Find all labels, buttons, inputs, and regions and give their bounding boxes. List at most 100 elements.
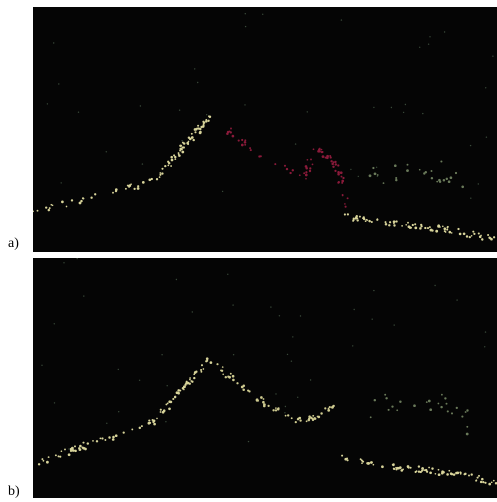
point	[289, 171, 292, 175]
point	[178, 109, 181, 111]
point	[304, 173, 308, 177]
panel-label: a)	[8, 236, 19, 251]
point	[444, 397, 447, 400]
point	[446, 228, 449, 231]
point	[419, 470, 422, 474]
point	[296, 418, 300, 421]
point	[437, 473, 441, 477]
point	[440, 405, 443, 409]
point	[361, 459, 363, 462]
point	[388, 221, 392, 224]
point	[447, 180, 451, 184]
point	[222, 373, 225, 376]
point	[170, 165, 173, 167]
point	[470, 473, 473, 476]
point	[202, 123, 205, 125]
point	[67, 453, 71, 457]
point	[274, 409, 278, 412]
point	[168, 400, 172, 404]
point	[297, 396, 299, 398]
point	[331, 162, 334, 166]
point	[181, 140, 183, 142]
point	[364, 220, 367, 223]
point	[448, 230, 452, 234]
point	[359, 458, 362, 461]
point	[166, 402, 169, 405]
point	[159, 411, 162, 413]
point	[148, 178, 152, 182]
point	[188, 382, 191, 385]
point	[475, 479, 478, 482]
point	[114, 188, 118, 191]
point	[54, 454, 57, 457]
point	[77, 111, 80, 113]
point	[193, 373, 196, 376]
point	[206, 114, 208, 116]
point	[182, 142, 186, 145]
point	[341, 194, 344, 197]
point	[141, 181, 145, 184]
point	[202, 120, 205, 123]
point	[220, 369, 222, 372]
point	[344, 457, 348, 461]
point	[373, 172, 377, 176]
point	[429, 408, 433, 412]
point	[346, 197, 349, 200]
point	[68, 448, 70, 450]
point	[320, 412, 323, 415]
point	[50, 203, 53, 206]
point	[167, 160, 170, 163]
point	[480, 234, 482, 237]
point	[417, 470, 421, 473]
point	[74, 449, 77, 453]
point	[150, 177, 153, 181]
point	[189, 137, 192, 141]
point	[353, 308, 355, 311]
point	[376, 174, 379, 176]
point	[420, 223, 423, 226]
point	[372, 463, 375, 466]
point	[124, 187, 127, 190]
point	[424, 227, 427, 229]
point	[339, 171, 343, 175]
point	[294, 143, 297, 145]
point	[308, 417, 311, 420]
point	[437, 468, 440, 471]
point	[318, 150, 321, 153]
point	[193, 376, 196, 380]
point	[341, 179, 345, 183]
point-cloud-image	[33, 7, 497, 252]
point	[177, 153, 180, 156]
point	[82, 446, 86, 450]
point	[391, 405, 394, 408]
point	[450, 232, 453, 234]
point	[427, 43, 430, 45]
point	[334, 163, 338, 166]
point	[334, 169, 337, 173]
point	[470, 197, 472, 199]
point	[226, 130, 230, 134]
point	[362, 217, 364, 220]
point	[242, 388, 245, 392]
point	[228, 375, 231, 379]
point	[189, 377, 191, 379]
point	[73, 445, 77, 448]
point	[308, 169, 312, 173]
point	[329, 154, 332, 157]
point	[317, 415, 321, 419]
point	[284, 405, 287, 408]
point	[53, 323, 55, 325]
point	[413, 404, 416, 408]
point	[208, 115, 212, 119]
point	[249, 147, 252, 150]
point	[80, 200, 83, 203]
point	[456, 471, 460, 475]
point	[229, 372, 232, 375]
point	[291, 169, 294, 172]
point	[221, 190, 224, 193]
point	[369, 416, 372, 419]
point	[421, 467, 424, 470]
point	[434, 472, 437, 475]
point	[82, 441, 85, 444]
point	[446, 473, 449, 476]
